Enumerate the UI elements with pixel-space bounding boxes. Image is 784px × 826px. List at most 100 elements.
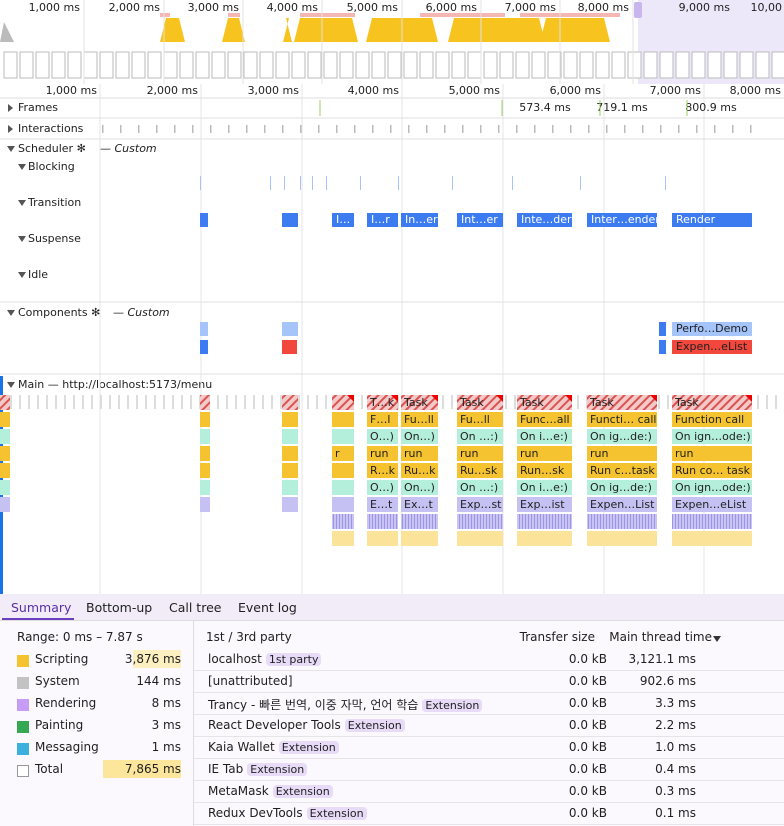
- short-task: [217, 395, 219, 409]
- tab[interactable]: Event log: [238, 600, 297, 615]
- flame-label: F…l: [370, 413, 390, 426]
- column-header[interactable]: 1st / 3rd party: [206, 630, 292, 644]
- tab[interactable]: Call tree: [169, 600, 222, 615]
- transfer-size: 0.0 kB: [568, 784, 607, 798]
- short-task: [226, 395, 228, 409]
- flame-entry: [0, 480, 10, 495]
- interaction-tick: [606, 125, 608, 133]
- cpu-activity: [160, 18, 185, 42]
- flame-label: Expen…List: [590, 498, 655, 511]
- interaction-tick: [408, 125, 410, 133]
- transfer-size: 0.0 kB: [568, 718, 607, 732]
- party-badge: Extension: [422, 699, 483, 712]
- screenshot-thumb: [691, 51, 706, 79]
- row-separator: [194, 824, 784, 825]
- transition-bar: [200, 213, 208, 227]
- ruler-tick-label: 1,000 ms: [46, 84, 98, 97]
- long-task-flag: [650, 395, 657, 402]
- cpu-activity: [470, 18, 545, 42]
- row-separator: [194, 802, 784, 803]
- overview-handle[interactable]: [634, 2, 642, 18]
- flame-entry: [517, 395, 572, 410]
- flame-entry: [0, 497, 10, 512]
- short-task: [172, 395, 174, 409]
- flame-entry: [282, 497, 298, 512]
- flame-entry: [0, 395, 10, 410]
- screenshot-thumb: [595, 51, 610, 79]
- summary-value: 7,865 ms: [124, 762, 181, 776]
- main-thread-time: 0.4 ms: [655, 762, 696, 776]
- lane-label: Transition: [27, 196, 81, 209]
- components-tag: — Custom: [113, 306, 170, 319]
- flame-entry: [367, 446, 398, 461]
- overview-tick-label: 9,000 ms: [679, 1, 731, 14]
- row-separator: [194, 714, 784, 715]
- long-task: [520, 13, 620, 17]
- tab[interactable]: Summary: [11, 600, 72, 615]
- short-task: [46, 395, 48, 409]
- transition-label: Render: [676, 213, 716, 226]
- flame-entry: [332, 463, 354, 478]
- flame-entry: [332, 514, 354, 529]
- flame-entry: [282, 395, 298, 410]
- interaction-tick: [120, 125, 122, 133]
- blocking-tick: [580, 176, 581, 190]
- summary-label: Painting: [35, 718, 84, 732]
- cpu-activity: [283, 18, 292, 42]
- legend-swatch: [17, 677, 29, 689]
- screenshot-thumb: [531, 51, 546, 79]
- long-task: [160, 13, 170, 17]
- short-task: [253, 395, 255, 409]
- flame-label: Fu…ll: [404, 413, 434, 426]
- flame-label: run: [520, 447, 538, 460]
- blocking-tick: [284, 176, 285, 190]
- cpu-activity: [0, 22, 14, 42]
- flame-entry: [517, 531, 572, 546]
- tab[interactable]: Bottom-up: [86, 600, 153, 615]
- flame-entry: [282, 480, 298, 495]
- blocking-tick: [360, 176, 361, 190]
- flame-entry: [367, 429, 398, 444]
- flame-entry: [200, 497, 210, 512]
- short-task: [775, 395, 777, 409]
- screenshot-thumb: [67, 51, 82, 79]
- scheduler-label: Scheduler ✻: [18, 142, 86, 155]
- party-name-text: Trancy - 빠른 번역, 이중 자막, 언어 학습: [208, 698, 419, 712]
- cpu-activity: [222, 18, 245, 42]
- blocking-tick: [398, 176, 399, 190]
- tab-bar: [0, 594, 784, 621]
- interaction-tick: [102, 125, 104, 133]
- row-separator: [194, 736, 784, 737]
- lane-label: Suspense: [28, 232, 81, 245]
- interaction-tick: [444, 125, 446, 133]
- interaction-tick: [480, 125, 482, 133]
- expand-arrow: [18, 200, 26, 206]
- column-header[interactable]: Main thread time: [609, 630, 712, 644]
- flame-label: Task: [459, 396, 484, 409]
- overview-tick-label: 7,000 ms: [505, 1, 557, 14]
- transition-bar: [457, 213, 503, 227]
- legend-swatch: [17, 765, 29, 777]
- party-name-text: Kaia Wallet: [208, 740, 275, 754]
- interaction-tick: [426, 125, 428, 133]
- interaction-tick: [570, 125, 572, 133]
- interaction-tick: [750, 125, 752, 133]
- long-task-flag: [565, 395, 572, 402]
- flame-entry: [282, 412, 298, 427]
- long-task-flag: [431, 395, 438, 402]
- flame-label: run: [675, 447, 693, 460]
- screenshot-thumb: [35, 51, 50, 79]
- column-header[interactable]: Transfer size: [519, 630, 595, 644]
- component-bar: [200, 322, 208, 336]
- screenshot-thumb: [307, 51, 322, 79]
- party-badge: Extension: [278, 741, 339, 754]
- summary-label: Messaging: [35, 740, 99, 754]
- ruler-tick-label: 6,000 ms: [550, 84, 602, 97]
- flame-entry: [587, 446, 657, 461]
- screenshot-thumb: [163, 51, 178, 79]
- overview-tick-label: 5,000 ms: [347, 1, 399, 14]
- short-task: [361, 395, 363, 409]
- screenshot-thumb: [115, 51, 130, 79]
- flame-entry: [587, 531, 657, 546]
- short-task: [442, 395, 444, 409]
